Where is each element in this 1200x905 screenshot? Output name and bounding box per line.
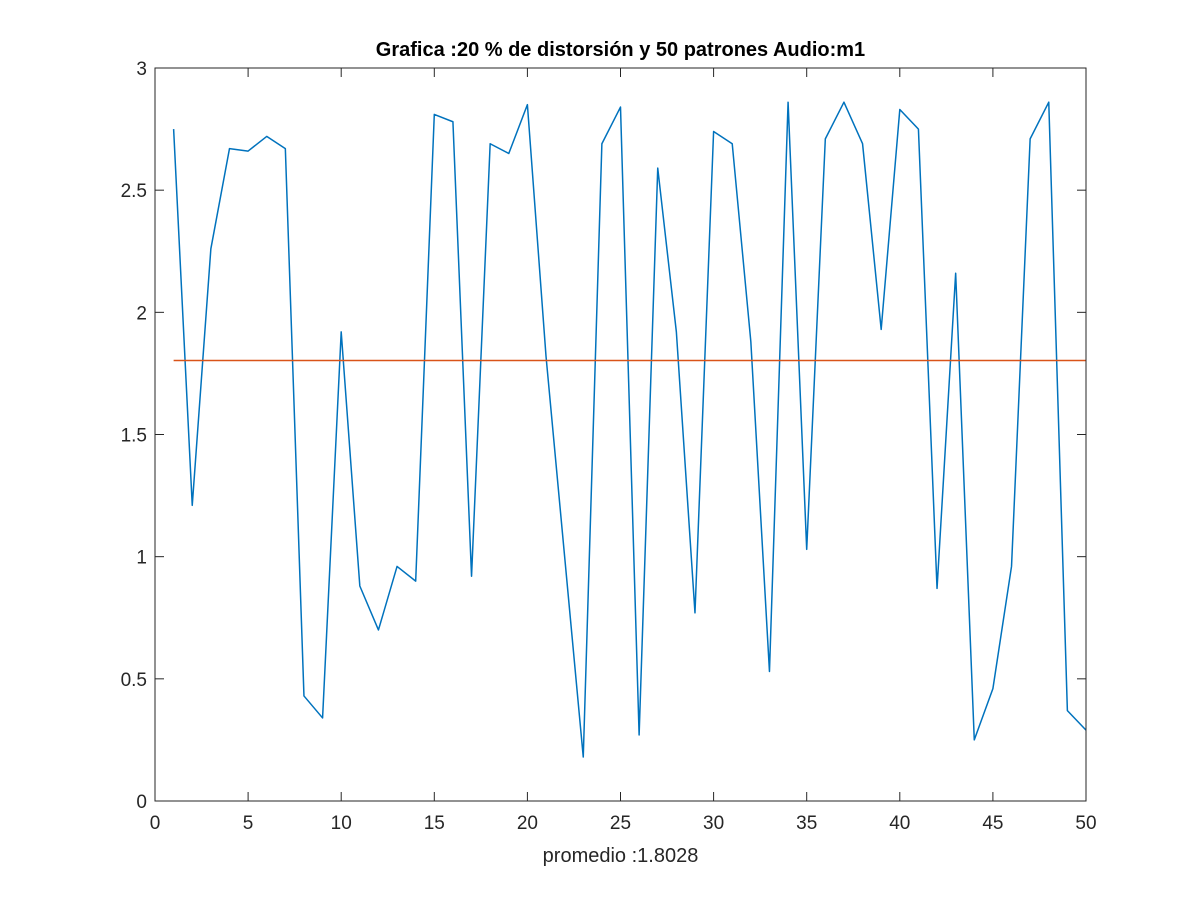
y-tick-label: 2.5 bbox=[121, 181, 147, 202]
x-axis-ticks: 0 5 10 15 20 25 30 35 40 45 50 bbox=[150, 68, 1097, 834]
x-tick-label: 20 bbox=[517, 813, 538, 834]
x-tick-label: 40 bbox=[889, 813, 910, 834]
y-tick-label: 0 bbox=[136, 792, 147, 813]
x-tick-label: 30 bbox=[703, 813, 724, 834]
y-axis-ticks: 0 0.5 1 1.5 2 2.5 3 bbox=[121, 59, 1086, 813]
y-tick-label: 1 bbox=[136, 548, 147, 569]
x-tick-label: 15 bbox=[424, 813, 445, 834]
x-axis-label: promedio :1.8028 bbox=[543, 845, 699, 867]
x-tick-label: 35 bbox=[796, 813, 817, 834]
y-tick-label: 3 bbox=[136, 59, 147, 80]
series-layer bbox=[172, 101, 1087, 758]
x-tick-label: 10 bbox=[331, 813, 352, 834]
y-tick-label: 1.5 bbox=[121, 426, 147, 447]
y-tick-label: 0.5 bbox=[121, 670, 147, 691]
chart-title: Grafica :20 % de distorsión y 50 patrone… bbox=[376, 39, 865, 61]
x-tick-label: 50 bbox=[1075, 813, 1096, 834]
series-line-data bbox=[172, 101, 1087, 758]
y-tick-label: 2 bbox=[136, 303, 147, 324]
x-tick-label: 5 bbox=[243, 813, 254, 834]
x-tick-label: 25 bbox=[610, 813, 631, 834]
x-tick-label: 45 bbox=[982, 813, 1003, 834]
x-tick-label: 0 bbox=[150, 813, 161, 834]
